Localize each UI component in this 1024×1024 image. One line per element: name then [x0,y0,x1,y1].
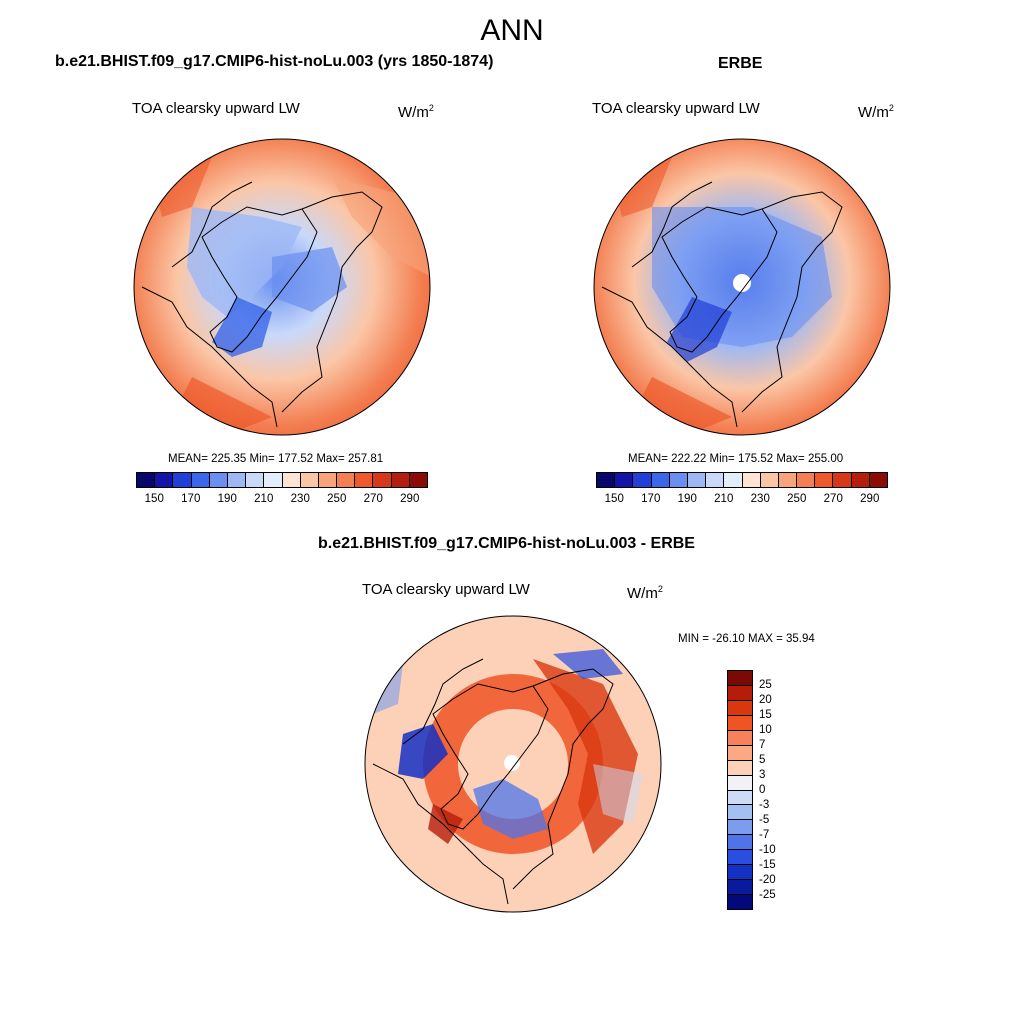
panel-1-stats: MEAN= 225.35 Min= 177.52 Max= 257.81 [168,453,384,465]
colorbar-tick-label: 150 [604,493,624,505]
colorbar-swatch [778,473,798,487]
colorbar-swatch [633,473,652,487]
panel-2-variable: TOA clearsky upward LW [592,100,760,117]
colorbar-swatch [728,835,752,851]
colorbar-swatch [391,473,410,487]
colorbar-swatch [209,473,228,487]
colorbar-swatch [851,473,870,487]
colorbar-swatch [728,865,752,881]
panel-3-title: b.e21.BHIST.f09_g17.CMIP6-hist-noLu.003 … [318,535,695,552]
colorbar-tick-label: 20 [759,694,772,706]
colorbar-tick-label: 25 [759,679,772,691]
colorbar-tick-label: 230 [290,493,310,505]
colorbar-swatch [300,473,319,487]
colorbar-swatch [728,760,752,776]
colorbar-swatch [742,473,761,487]
colorbar-tick-label: 10 [759,724,772,736]
colorbar-swatch [728,820,752,836]
panel-3-stats: MIN = -26.10 MAX = 35.94 [678,633,815,645]
colorbar-swatch [597,473,616,487]
colorbar-swatch [728,671,752,686]
colorbar-tick-label: -5 [759,814,770,826]
panel-3-variable: TOA clearsky upward LW [362,581,530,598]
colorbar-tick-label: 5 [759,754,766,766]
colorbar-swatch [264,473,283,487]
colorbar-swatch [669,473,688,487]
colorbar-swatch [687,473,707,487]
colorbar-swatch [191,473,210,487]
panel-3-units: W/m2 [627,584,663,602]
colorbar-swatch [724,473,743,487]
panel-3-polar-map [364,615,662,913]
colorbar-tick-label: 170 [181,493,201,505]
panel-2-title: ERBE [718,55,763,72]
colorbar-swatch [797,473,816,487]
panel-1-polar-map [133,138,431,436]
panel-1-variable: TOA clearsky upward LW [132,100,300,117]
colorbar-swatch [728,895,752,909]
colorbar-swatch [833,473,852,487]
colorbar-tick-label: 15 [759,709,772,721]
colorbar-tick-label: 270 [823,493,843,505]
colorbar-swatch [728,775,752,791]
colorbar-tick-label: -3 [759,799,770,811]
colorbar-tick-label: 290 [400,493,420,505]
colorbar-swatch [227,473,247,487]
colorbar-tick-label: 150 [144,493,164,505]
colorbar-swatch [246,473,265,487]
colorbar-tick-label: 270 [363,493,383,505]
figure-title: ANN [480,14,544,47]
colorbar-swatch [728,880,752,896]
colorbar-swatch [728,730,752,746]
colorbar-tick-label: 7 [759,739,766,751]
colorbar-swatch [760,473,779,487]
colorbar-tick-label: 250 [787,493,807,505]
panel-2-polar-map [593,138,891,436]
colorbar-tick-label: 290 [860,493,880,505]
colorbar-swatch [728,850,752,866]
panel-2-colorbar [596,472,888,488]
colorbar-tick-label: 250 [327,493,347,505]
colorbar-swatch [615,473,634,487]
colorbar-tick-label: 0 [759,784,766,796]
colorbar-swatch [728,700,752,716]
colorbar-swatch [337,473,356,487]
colorbar-swatch [409,473,427,487]
panel-2-units: W/m2 [858,103,894,121]
colorbar-swatch [651,473,670,487]
colorbar-swatch [282,473,301,487]
colorbar-tick-label: 210 [254,493,274,505]
colorbar-swatch [173,473,192,487]
panel-1-units: W/m2 [398,103,434,121]
colorbar-swatch [728,805,752,821]
colorbar-swatch [155,473,174,487]
colorbar-tick-label: -20 [759,874,776,886]
colorbar-swatch [728,715,752,731]
colorbar-tick-label: -25 [759,889,776,901]
colorbar-swatch [706,473,725,487]
colorbar-tick-label: 3 [759,769,766,781]
colorbar-tick-label: 170 [641,493,661,505]
colorbar-tick-label: 210 [714,493,734,505]
colorbar-swatch [869,473,887,487]
colorbar-swatch [355,473,374,487]
colorbar-tick-label: -7 [759,829,770,841]
colorbar-swatch [318,473,338,487]
panel-1-colorbar [136,472,428,488]
colorbar-swatch [815,473,834,487]
panel-3-colorbar [727,670,753,910]
panel-1-title: b.e21.BHIST.f09_g17.CMIP6-hist-noLu.003 … [55,53,494,70]
colorbar-swatch [373,473,392,487]
colorbar-swatch [728,745,752,761]
panel-2-stats: MEAN= 222.22 Min= 175.52 Max= 255.00 [628,453,844,465]
colorbar-tick-label: -15 [759,859,776,871]
colorbar-tick-label: 230 [750,493,770,505]
colorbar-tick-label: -10 [759,844,776,856]
colorbar-tick-label: 190 [217,493,237,505]
colorbar-swatch [728,685,752,701]
colorbar-swatch [728,790,752,806]
colorbar-tick-label: 190 [677,493,697,505]
colorbar-swatch [137,473,156,487]
